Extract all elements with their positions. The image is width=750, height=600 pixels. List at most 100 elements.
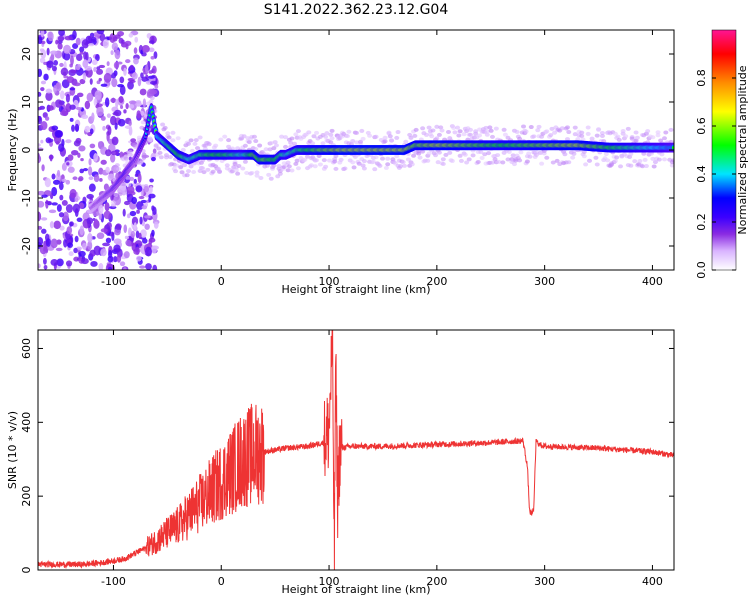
noise-blob bbox=[143, 185, 150, 193]
noise-blob bbox=[128, 120, 132, 127]
halo-blob bbox=[500, 160, 506, 165]
noise-blob bbox=[38, 237, 44, 246]
halo-blob bbox=[356, 161, 362, 166]
halo-blob bbox=[166, 135, 172, 140]
halo-blob bbox=[276, 163, 282, 168]
noise-blob bbox=[72, 203, 80, 214]
noise-blob bbox=[71, 124, 75, 132]
halo-blob bbox=[311, 134, 317, 139]
halo-blob bbox=[288, 140, 294, 145]
noise-blob bbox=[78, 145, 86, 152]
noise-blob bbox=[38, 143, 41, 147]
halo-blob bbox=[586, 158, 592, 163]
halo-blob bbox=[180, 147, 186, 152]
colorbar-tick-label: 0.2 bbox=[695, 213, 708, 231]
noise-blob bbox=[79, 46, 85, 53]
noise-blob bbox=[98, 77, 102, 82]
noise-blob bbox=[111, 78, 118, 88]
noise-blob bbox=[65, 93, 70, 103]
noise-blob bbox=[123, 109, 127, 114]
noise-blob bbox=[48, 209, 57, 214]
noise-blob bbox=[89, 143, 96, 149]
halo-blob bbox=[461, 132, 467, 137]
halo-blob bbox=[579, 130, 585, 135]
noise-blob bbox=[110, 97, 117, 103]
noise-blob bbox=[82, 168, 89, 172]
noise-blob bbox=[150, 56, 155, 60]
halo-blob bbox=[470, 153, 476, 158]
noise-blob bbox=[62, 211, 69, 222]
halo-blob bbox=[523, 129, 529, 134]
noise-blob bbox=[110, 150, 119, 156]
noise-blob bbox=[126, 185, 135, 194]
halo-blob bbox=[501, 127, 507, 132]
halo-blob bbox=[506, 149, 512, 154]
halo-blob bbox=[295, 166, 301, 171]
snr-xtick-label: 300 bbox=[534, 575, 555, 588]
halo-blob bbox=[329, 136, 335, 141]
noise-blob bbox=[136, 209, 140, 214]
halo-blob bbox=[326, 158, 332, 163]
halo-blob bbox=[549, 126, 555, 131]
halo-blob bbox=[382, 135, 388, 140]
halo-blob bbox=[564, 137, 570, 142]
halo-blob bbox=[634, 135, 640, 140]
halo-blob bbox=[188, 138, 194, 143]
noise-blob bbox=[114, 122, 118, 130]
halo-blob bbox=[603, 152, 609, 157]
noise-blob bbox=[55, 247, 63, 252]
halo-blob bbox=[361, 159, 367, 164]
halo-blob bbox=[486, 151, 492, 156]
colorbar-tick-label: 0.0 bbox=[695, 261, 708, 279]
halo-blob bbox=[385, 156, 391, 161]
halo-blob bbox=[394, 154, 400, 159]
ridge-core bbox=[671, 146, 674, 149]
halo-blob bbox=[633, 130, 639, 135]
halo-blob bbox=[139, 125, 145, 130]
halo-blob bbox=[637, 159, 643, 164]
noise-blob bbox=[43, 257, 47, 265]
halo-blob bbox=[382, 139, 388, 144]
noise-blob bbox=[102, 125, 106, 131]
halo-blob bbox=[487, 125, 493, 130]
halo-blob bbox=[191, 170, 197, 175]
halo-blob bbox=[671, 158, 674, 163]
noise-blob bbox=[56, 258, 64, 267]
halo-blob bbox=[184, 173, 190, 178]
halo-blob bbox=[263, 147, 269, 152]
noise-blob bbox=[38, 36, 43, 45]
noise-blob bbox=[110, 72, 117, 79]
noise-blob bbox=[93, 174, 100, 183]
halo-blob bbox=[623, 134, 629, 139]
noise-blob bbox=[100, 159, 107, 165]
noise-blob bbox=[56, 204, 62, 212]
halo-blob bbox=[467, 132, 473, 137]
noise-blob bbox=[133, 57, 139, 65]
noise-blob bbox=[55, 39, 59, 45]
noise-blob bbox=[70, 69, 77, 74]
noise-blob bbox=[123, 251, 130, 259]
snr-series bbox=[38, 330, 674, 570]
noise-blob bbox=[43, 61, 47, 66]
noise-blob bbox=[93, 153, 98, 162]
noise-blob bbox=[99, 32, 106, 42]
halo-blob bbox=[484, 129, 490, 134]
noise-blob bbox=[134, 36, 139, 43]
halo-blob bbox=[473, 129, 479, 134]
halo-blob bbox=[642, 157, 648, 162]
noise-blob bbox=[131, 196, 138, 205]
halo-blob bbox=[354, 140, 360, 145]
halo-blob bbox=[643, 164, 649, 169]
noise-blob bbox=[138, 195, 145, 200]
halo-blob bbox=[294, 158, 300, 163]
halo-blob bbox=[113, 192, 119, 197]
halo-blob bbox=[405, 157, 411, 162]
noise-blob bbox=[105, 237, 112, 244]
noise-blob bbox=[50, 259, 59, 266]
noise-blob bbox=[79, 168, 85, 174]
halo-blob bbox=[244, 170, 250, 175]
colorbar-ticks: 0.0 0.2 0.4 0.6 0.8 bbox=[695, 69, 736, 279]
halo-blob bbox=[148, 99, 154, 104]
noise-blob bbox=[75, 37, 81, 46]
snr-line bbox=[38, 330, 674, 570]
